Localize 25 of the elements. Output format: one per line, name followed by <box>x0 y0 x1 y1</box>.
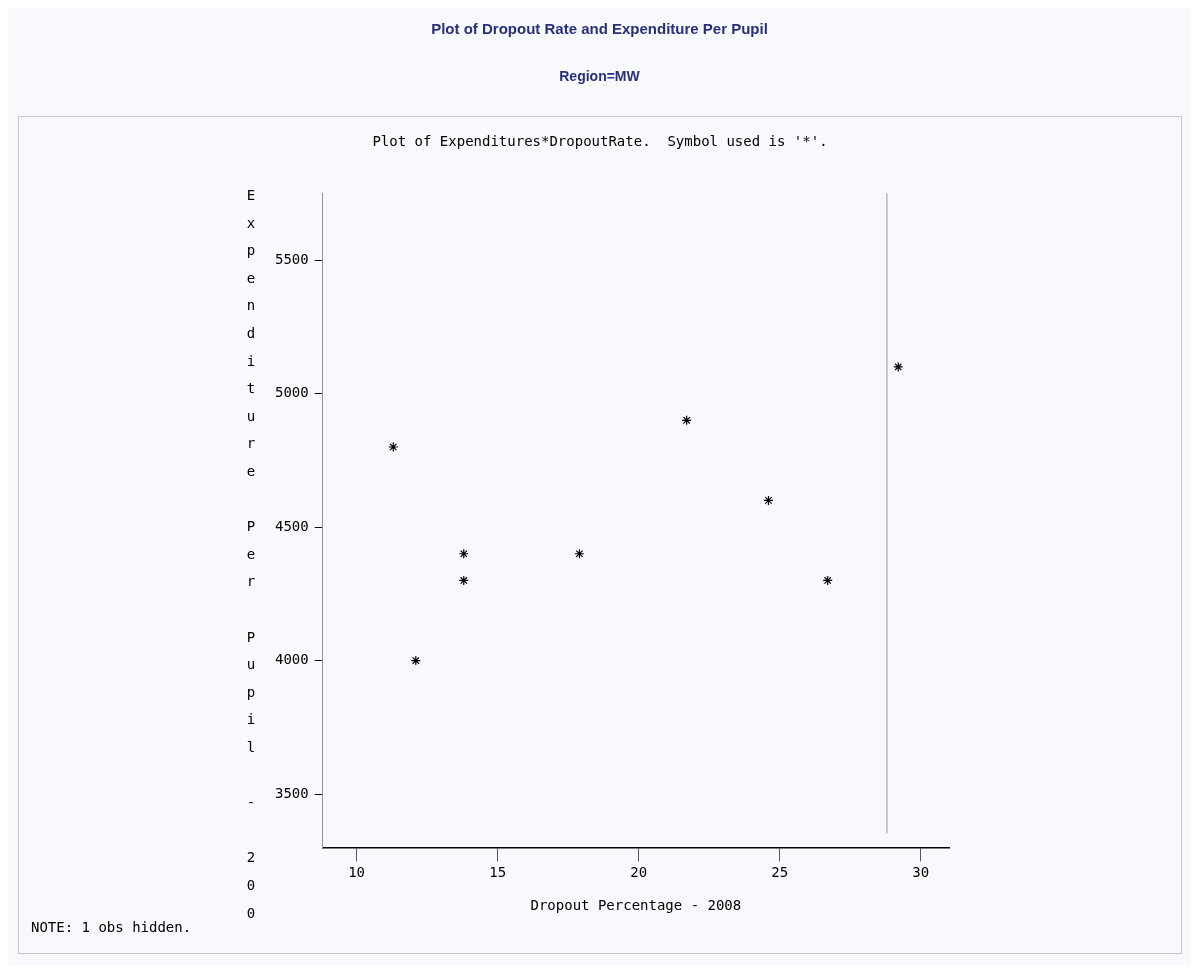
point <box>822 575 833 586</box>
point <box>574 548 585 559</box>
text: NOTE: 1 obs hidden. <box>31 919 192 935</box>
x-tick-label: 20 <box>630 864 648 881</box>
x-tick-label: 30 <box>912 864 930 881</box>
chart-subtitle: Region=MW <box>558 68 641 84</box>
point <box>388 441 399 453</box>
chart-title: Plot of Dropout Rate and Expenditure Per Pupil <box>430 20 769 37</box>
point <box>763 495 774 506</box>
y-tick-label: 5000 <box>275 384 309 401</box>
point <box>458 575 469 586</box>
y-axis-title: Expenditure Per Pupil - 200 <box>243 187 259 933</box>
point <box>681 415 692 426</box>
x-axis-title: Dropout Percentage - 2008 <box>530 897 742 914</box>
point <box>458 548 469 559</box>
point <box>893 361 904 373</box>
text: Plot of Expenditures*DropoutRate. Symbol used is '*'. <box>371 133 829 149</box>
x-tick-label: 25 <box>771 864 789 881</box>
x-tick-label: 10 <box>348 864 365 881</box>
y-tick-label: 4000 <box>275 651 309 668</box>
y-tick-label: 4500 <box>275 517 309 534</box>
y-tick-label: 5500 <box>275 250 309 267</box>
point <box>410 655 421 666</box>
x-tick-label: 15 <box>489 864 507 881</box>
y-tick-label: 3500 <box>275 784 309 801</box>
